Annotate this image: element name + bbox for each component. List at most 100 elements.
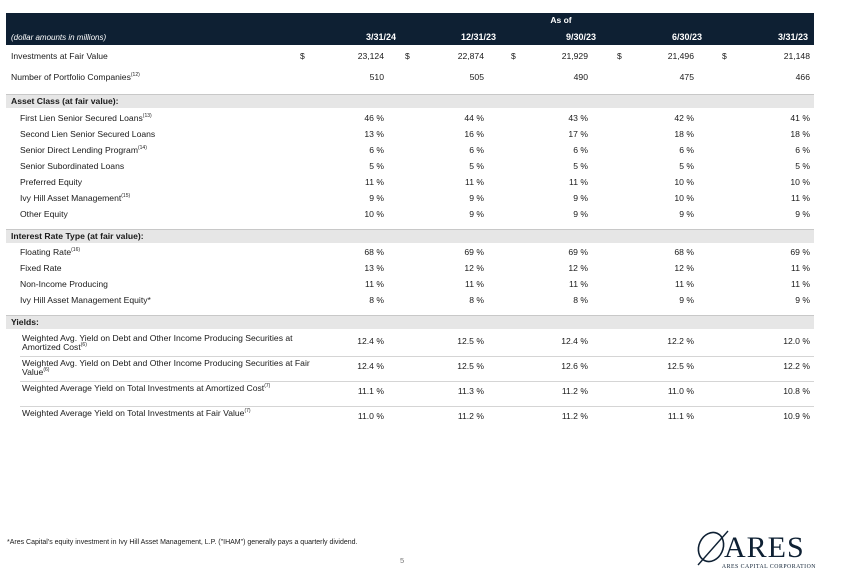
value-cell: 490 — [573, 72, 588, 82]
currency-symbol: $ — [511, 51, 516, 61]
value-cell: 5 % — [573, 161, 588, 171]
footnote-ref: (13) — [142, 113, 152, 120]
row-label: Fixed Rate — [20, 263, 62, 273]
value-cell: 12 % — [568, 263, 588, 273]
value-cell: 23,124 — [357, 51, 384, 61]
row-label: Senior Direct Lending Program(14) — [20, 145, 147, 155]
table-row: Weighted Average Yield on Total Investme… — [6, 408, 814, 430]
table-row: Senior Subordinated Loans 5 % 5 % 5 % 5 % 5 % — [6, 161, 814, 173]
value-cell: 11.3 % — [457, 386, 484, 396]
value-cell: 43 % — [568, 113, 588, 123]
value-cell: 9 % — [573, 209, 588, 219]
value-cell: 11.2 % — [457, 411, 484, 421]
value-cell: 44 % — [464, 113, 484, 123]
interest-rate-section: Interest Rate Type (at fair value): — [6, 229, 814, 243]
value-cell: 13 % — [364, 263, 384, 273]
row-divider — [20, 356, 814, 357]
value-cell: 69 % — [464, 247, 484, 257]
table-row: Senior Direct Lending Program(14) 6 % 6 % 6… — [6, 145, 814, 157]
currency-symbol: $ — [300, 51, 305, 61]
value-cell: 69 % — [568, 247, 588, 257]
row-label: Ivy Hill Asset Management(15) — [20, 193, 131, 203]
value-cell: 17 % — [568, 129, 588, 139]
row-label: Weighted Avg. Yield on Debt and Other In… — [22, 333, 293, 352]
value-cell: 12.5 % — [667, 361, 694, 371]
value-cell: 18 % — [674, 129, 694, 139]
value-cell: 69 % — [790, 247, 810, 257]
currency-symbol: $ — [722, 51, 727, 61]
value-cell: 11.1 % — [667, 411, 694, 421]
value-cell: 13 % — [364, 129, 384, 139]
column-header: 3/31/23 — [777, 32, 808, 42]
footnote: *Ares Capital's equity investment in Ivy… — [7, 539, 358, 546]
value-cell: 11 % — [569, 177, 588, 187]
value-cell: 10 % — [674, 193, 694, 203]
value-cell: 12.6 % — [561, 361, 588, 371]
value-cell: 475 — [679, 72, 694, 82]
row-label: Weighted Average Yield on Total Investme… — [22, 383, 271, 393]
table-row: Other Equity 10 % 9 % 9 % 9 % 9 % — [6, 209, 814, 221]
value-cell: 11 % — [569, 279, 588, 289]
value-cell: 12.2 % — [667, 336, 694, 346]
footnote-ref: (7) — [244, 408, 251, 415]
value-cell: 11 % — [791, 263, 810, 273]
currency-symbol: $ — [405, 51, 410, 61]
row-label: Senior Subordinated Loans — [20, 161, 125, 171]
value-cell: 11 % — [791, 279, 810, 289]
footnote-ref: (7) — [264, 383, 271, 390]
row-divider — [20, 381, 814, 382]
table-row: Ivy Hill Asset Management Equity* 8 % 8 % 8… — [6, 295, 814, 307]
value-cell: 68 % — [364, 247, 384, 257]
value-cell: 12.2 % — [783, 361, 810, 371]
value-cell: 5 % — [469, 161, 484, 171]
value-cell: 12.5 % — [457, 336, 484, 346]
ares-logo: ARES ARES CAPITAL CORPORATION — [694, 527, 816, 575]
value-cell: 9 % — [369, 193, 384, 203]
investments-row: Investments at Fair Value $ $ $ $ $ 23,1… — [6, 51, 814, 63]
ares-swirl-icon — [697, 530, 729, 566]
row-label: Other Equity — [20, 209, 68, 219]
logo-wordmark: ARES — [724, 531, 805, 564]
value-cell: 12 % — [674, 263, 694, 273]
footnote-ref: (15) — [121, 193, 131, 200]
value-cell: 10 % — [790, 177, 810, 187]
value-cell: 11.2 % — [561, 386, 588, 396]
value-cell: 12.4 % — [357, 336, 384, 346]
footnote-ref: (14) — [137, 145, 147, 152]
table-row: First Lien Senior Secured Loans(13) 46 % 4… — [6, 113, 814, 125]
value-cell: 16 % — [464, 129, 484, 139]
footnote-ref: (12) — [130, 72, 140, 79]
table-row: Non-Income Producing 11 % 11 % 11 % 11 % 11 % — [6, 279, 814, 291]
column-header: 12/31/23 — [460, 32, 496, 42]
as-of-label: As of — [550, 15, 572, 25]
value-cell: 11 % — [675, 279, 694, 289]
value-cell: 12.4 % — [561, 336, 588, 346]
table-row: Weighted Avg. Yield on Debt and Other In… — [6, 333, 814, 355]
value-cell: 9 % — [795, 209, 810, 219]
value-cell: 10 % — [674, 177, 694, 187]
section-title: Yields: — [11, 317, 39, 327]
yields-section: Yields: — [6, 315, 814, 329]
value-cell: 10.9 % — [783, 411, 810, 421]
table-row: Second Lien Senior Secured Loans 13 % 16 %… — [6, 129, 814, 141]
table-row: Preferred Equity 11 % 11 % 11 % 10 % 10 % — [6, 177, 814, 189]
value-cell: 9 % — [795, 295, 810, 305]
value-cell: 510 — [369, 72, 384, 82]
value-cell: 11 % — [791, 193, 810, 203]
value-cell: 5 % — [369, 161, 384, 171]
value-cell: 9 % — [679, 209, 694, 219]
logo-subtitle: ARES CAPITAL CORPORATION — [721, 564, 816, 570]
column-header: 3/31/24 — [365, 32, 396, 42]
row-divider — [20, 406, 814, 407]
value-cell: 21,148 — [783, 51, 810, 61]
value-cell: 42 % — [674, 113, 694, 123]
value-cell: 8 % — [469, 295, 484, 305]
value-cell: 6 % — [795, 145, 810, 155]
value-cell: 18 % — [790, 129, 810, 139]
column-header: 6/30/23 — [671, 32, 702, 42]
value-cell: 21,929 — [561, 51, 588, 61]
value-cell: 11 % — [465, 177, 484, 187]
value-cell: 11 % — [465, 279, 484, 289]
value-cell: 9 % — [469, 209, 484, 219]
row-label: Second Lien Senior Secured Loans — [20, 129, 156, 139]
